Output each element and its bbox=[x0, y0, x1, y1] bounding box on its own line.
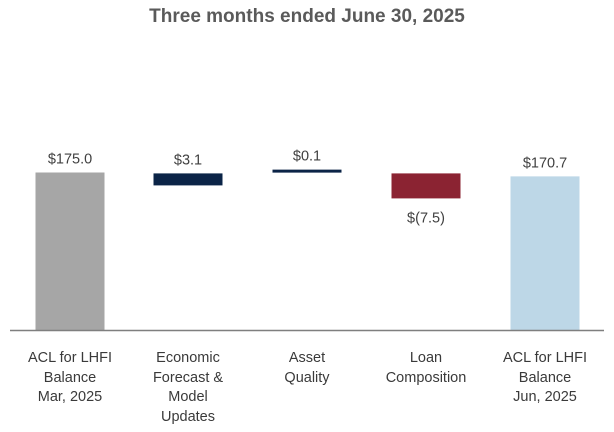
value-label-mar-balance: $175.0 bbox=[48, 152, 92, 168]
bar-jun-balance bbox=[510, 176, 580, 330]
bar-mar-balance bbox=[35, 172, 105, 330]
value-label-asset-quality: $0.1 bbox=[293, 149, 321, 165]
chart-title: Three months ended June 30, 2025 bbox=[149, 6, 465, 27]
value-label-loan-composition: $(7.5) bbox=[407, 210, 445, 226]
category-label-mar-balance: ACL for LHFI Balance Mar, 2025 bbox=[27, 350, 113, 405]
category-label-asset-quality: Asset Quality bbox=[284, 350, 330, 386]
bar-economic-forecast bbox=[153, 173, 223, 186]
bar-loan-composition bbox=[391, 173, 461, 199]
value-label-jun-balance: $170.7 bbox=[523, 155, 567, 171]
category-label-economic-forecast: Economic Forecast & Model Updates bbox=[152, 350, 224, 425]
category-label-jun-balance: ACL for LHFI Balance Jun, 2025 bbox=[502, 350, 588, 405]
value-label-economic-forecast: $3.1 bbox=[174, 152, 202, 168]
category-label-loan-composition: Loan Composition bbox=[385, 350, 467, 386]
bar-asset-quality bbox=[272, 169, 342, 173]
